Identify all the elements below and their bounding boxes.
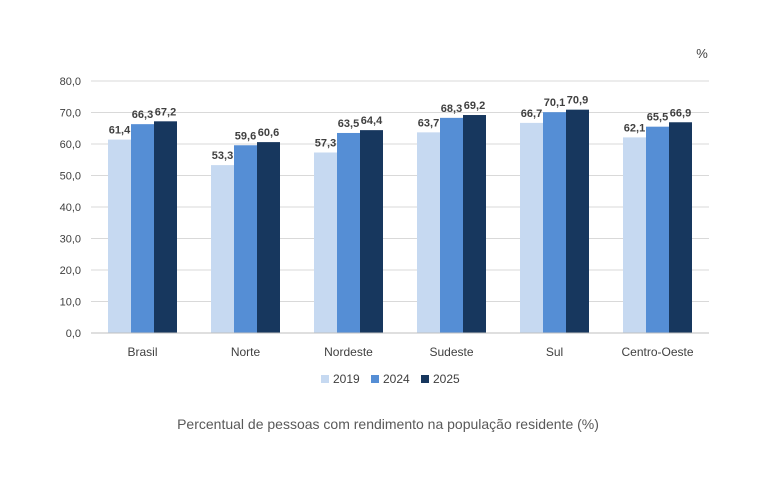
bars — [108, 109, 692, 334]
x-axis-category-labels: Brasil Norte Nordeste Sudeste Sul Centro-Oest… — [127, 345, 693, 359]
data-label: 62,1 — [624, 122, 645, 134]
category-label: Sul — [546, 345, 563, 359]
y-tick-label: 40,0 — [60, 202, 81, 214]
legend-swatch — [421, 375, 429, 383]
data-label: 63,5 — [338, 118, 359, 130]
legend-label: 2025 — [433, 372, 460, 386]
bar-2019 — [417, 132, 440, 333]
data-label: 59,6 — [235, 130, 256, 142]
bar-2024 — [440, 117, 463, 333]
legend-swatch — [321, 375, 329, 383]
data-labels: 61,466,3 67,2 53,359,6 60,6 57,363,5 64,4 63,7… — [109, 95, 691, 162]
y-tick-label: 80,0 — [60, 76, 81, 88]
bar-2025 — [360, 130, 383, 333]
data-label: 68,3 — [441, 103, 462, 115]
y-tick-label: 70,0 — [60, 108, 81, 120]
data-label: 66,3 — [132, 109, 153, 121]
legend: 2019 2024 2025 — [321, 372, 460, 386]
category-label: Sudeste — [429, 345, 473, 359]
y-tick-label: 30,0 — [60, 234, 81, 246]
bar-2024 — [337, 132, 360, 333]
bar-2024 — [543, 112, 566, 333]
bar-2025 — [669, 122, 692, 333]
category-label: Norte — [231, 345, 261, 359]
bar-2019 — [520, 122, 543, 334]
bar-2024 — [131, 124, 154, 333]
bar-2024 — [234, 145, 257, 333]
y-tick-label: 20,0 — [60, 265, 81, 277]
y-tick-label: 60,0 — [60, 139, 81, 151]
y-tick-label: 0,0 — [66, 328, 81, 340]
data-label: 57,3 — [315, 138, 336, 150]
chart-caption: Percentual de pessoas com rendimento na … — [177, 416, 599, 432]
bar-2019 — [211, 165, 234, 333]
bar-2025 — [154, 121, 177, 333]
bar-2025 — [257, 142, 280, 333]
data-label: 65,5 — [647, 112, 668, 124]
data-label: 67,2 — [155, 106, 176, 118]
bar-2024 — [646, 126, 669, 333]
bar-2019 — [314, 152, 337, 333]
data-label: 60,6 — [258, 127, 279, 139]
y-tick-label: 10,0 — [60, 297, 81, 309]
data-label: 61,4 — [109, 125, 131, 137]
legend-swatch — [371, 375, 379, 383]
data-label: 63,7 — [418, 117, 439, 129]
data-label: 53,3 — [212, 150, 233, 162]
legend-label: 2024 — [383, 372, 410, 386]
data-label: 66,7 — [521, 108, 542, 120]
data-label: 69,2 — [464, 100, 485, 112]
category-label: Nordeste — [324, 345, 373, 359]
bar-2025 — [566, 109, 589, 333]
data-label: 64,4 — [361, 115, 383, 127]
gridlines — [91, 80, 709, 302]
legend-label: 2019 — [333, 372, 360, 386]
bar-2019 — [623, 137, 646, 333]
category-label: Brasil — [127, 345, 157, 359]
bar-2019 — [108, 139, 131, 333]
unit-label: % — [696, 46, 708, 61]
data-label: 70,1 — [544, 97, 565, 109]
data-label: 70,9 — [567, 95, 588, 107]
y-tick-label: 50,0 — [60, 171, 81, 183]
bar-2025 — [463, 115, 486, 334]
data-label: 66,9 — [670, 107, 691, 119]
category-label: Centro-Oeste — [621, 345, 693, 359]
y-axis-tick-labels: 0,0 10,0 20,0 30,0 40,0 50,0 60,0 70,0 80,0 — [60, 76, 81, 340]
